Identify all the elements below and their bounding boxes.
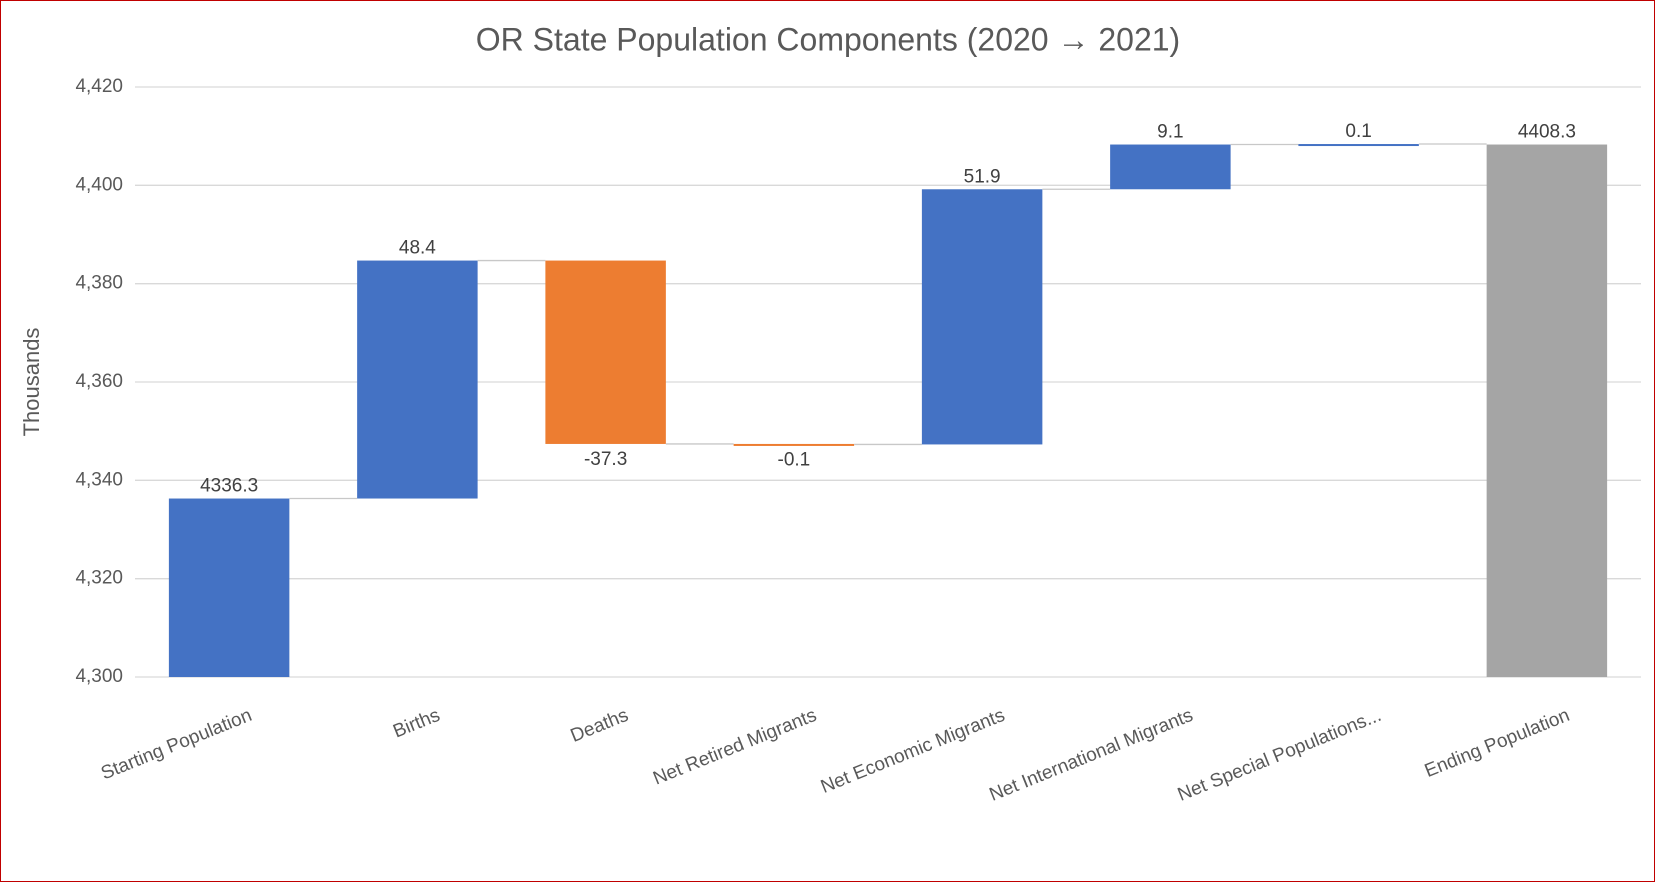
y-tick-label: 4,340 xyxy=(75,469,123,490)
bar xyxy=(733,443,855,446)
value-label: 0.1 xyxy=(1345,121,1371,142)
value-label: -37.3 xyxy=(584,449,627,470)
value-label: 51.9 xyxy=(964,166,1001,187)
bar xyxy=(545,260,666,444)
value-label: -0.1 xyxy=(778,449,811,470)
bar xyxy=(1298,144,1419,147)
value-label: 48.4 xyxy=(399,238,436,259)
y-tick-label: 4,300 xyxy=(75,666,123,687)
bar xyxy=(1486,144,1608,677)
y-tick-label: 4,380 xyxy=(75,273,123,294)
y-tick-label: 4,360 xyxy=(75,371,123,392)
value-label: 9.1 xyxy=(1157,122,1183,143)
bar xyxy=(921,189,1043,445)
chart-title: OR State Population Components (2020 → 2… xyxy=(476,21,1180,57)
bar xyxy=(168,498,290,677)
y-tick-label: 4,420 xyxy=(75,76,123,97)
value-label: 4408.3 xyxy=(1518,122,1576,143)
y-axis-label: Thousands xyxy=(19,328,44,437)
y-tick-label: 4,320 xyxy=(75,568,123,589)
bar xyxy=(1110,144,1231,190)
y-tick-label: 4,400 xyxy=(75,174,123,195)
value-label: 4336.3 xyxy=(200,476,258,497)
bar xyxy=(357,260,478,499)
